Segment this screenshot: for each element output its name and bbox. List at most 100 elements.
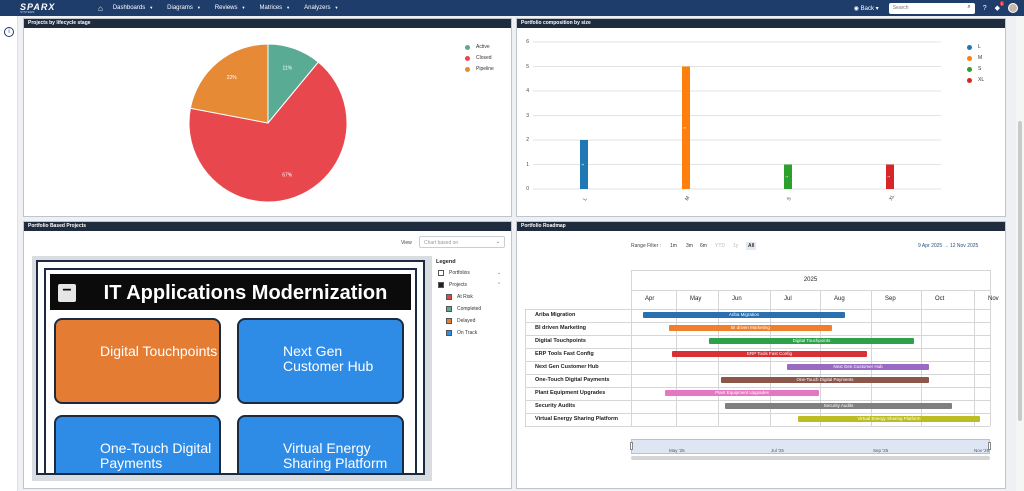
range-button-ytd[interactable]: YTD xyxy=(715,243,725,249)
gantt-bar[interactable]: One-Touch Digital Payments xyxy=(721,377,929,383)
gantt-month-label: Nov xyxy=(988,296,999,302)
project-tile[interactable]: Virtual Energy Sharing Platform xyxy=(237,415,404,473)
gantt-bar[interactable]: ERP Tools Fast Config xyxy=(672,351,867,357)
pie-slice-pipeline[interactable] xyxy=(189,43,269,124)
nav-reviews[interactable]: Reviews ▼ xyxy=(214,5,246,11)
view-label: View xyxy=(401,240,412,246)
help-icon[interactable]: ? xyxy=(982,4,987,12)
project-tile[interactable]: Next Gen Customer Hub xyxy=(237,318,404,404)
legend-label: S xyxy=(978,66,982,72)
composition-bar-chart: 2 5 1 1 xyxy=(533,41,941,190)
nav-diagrams[interactable]: Diagrams ▼ xyxy=(167,5,201,11)
legend-item[interactable]: XL xyxy=(967,77,984,83)
navigator-left-handle[interactable] xyxy=(630,442,633,450)
range-button-3m[interactable]: 3m xyxy=(686,243,693,249)
navigator-right-handle[interactable] xyxy=(988,442,991,450)
diagram-legend-item[interactable]: On Track xyxy=(446,330,477,336)
nav-dashboards[interactable]: Dashboards ▼ xyxy=(112,5,154,11)
diagram-legend-item[interactable]: At Risk xyxy=(446,294,473,300)
home-icon[interactable]: ⌂ xyxy=(98,3,103,13)
legend-swatch xyxy=(438,282,444,288)
legend-label: Active xyxy=(476,44,490,50)
caret-down-icon: ▼ xyxy=(286,5,291,10)
expand-chevron-icon[interactable]: ⌃ xyxy=(497,282,502,288)
gantt-bar[interactable]: Virtual Energy Sharing Platform xyxy=(798,416,980,422)
legend-marker xyxy=(465,44,470,50)
scrollbar-thumb[interactable] xyxy=(1018,121,1022,421)
projects-panel: Portfolio Based Projects View Chart base… xyxy=(23,221,512,489)
range-button-all[interactable]: All xyxy=(746,242,757,250)
pie-slice-closed[interactable] xyxy=(188,61,348,203)
legend-marker xyxy=(967,44,972,50)
legend-label: XL xyxy=(978,77,985,83)
gantt-grid-line xyxy=(525,322,990,323)
project-tile[interactable]: One-Touch Digital Payments xyxy=(54,415,221,473)
diagram-legend-item[interactable]: Portfolios ⌄ xyxy=(438,270,501,276)
gantt-bar[interactable]: Security Audits xyxy=(725,403,952,409)
back-button[interactable]: ◉ Back ▾ xyxy=(853,5,879,12)
legend-item[interactable]: L xyxy=(967,44,981,50)
diagram-legend-item[interactable]: Completed xyxy=(446,306,481,312)
gantt-month-label: Apr xyxy=(645,296,655,302)
y-tick-label: 0 xyxy=(526,186,529,192)
range-button-6m[interactable]: 6m xyxy=(700,243,707,249)
gantt-month-label: Aug xyxy=(834,296,845,302)
search-icon[interactable]: ⌕ xyxy=(967,3,971,10)
avatar[interactable] xyxy=(1008,3,1018,13)
bar-grid xyxy=(533,41,941,190)
nav-analyzers[interactable]: Analyzers ▼ xyxy=(304,5,339,11)
y-tick-label: 1 xyxy=(526,161,529,168)
gantt-grid-line xyxy=(921,290,922,426)
info-icon[interactable]: i xyxy=(4,27,14,37)
collapse-toggle-icon[interactable]: − xyxy=(58,283,76,302)
gantt-bar[interactable]: Next Gen Customer Hub xyxy=(787,364,929,370)
legend-swatch xyxy=(446,294,452,300)
gantt-grid-line xyxy=(820,290,821,426)
bar-value-label: 2 xyxy=(581,163,585,165)
legend-label: At Risk xyxy=(457,294,473,300)
bar-l[interactable] xyxy=(580,140,588,189)
legend-item[interactable]: Pipeline xyxy=(465,66,494,72)
chart-based-on-select[interactable]: Chart based on ⌄ xyxy=(419,236,505,248)
lifecycle-pie-chart: 11% 67% 22% xyxy=(188,43,348,203)
gantt-bar[interactable]: Digital Touchpoints xyxy=(709,338,914,344)
y-tick-label: 5 xyxy=(526,63,529,70)
gantt-grid-line xyxy=(770,290,771,426)
legend-item[interactable]: M xyxy=(967,55,982,61)
gantt-grid-line xyxy=(871,290,872,426)
gantt-grid-line xyxy=(525,413,990,414)
back-icon: ◉ xyxy=(853,5,861,12)
nav-matrices[interactable]: Matrices ▼ xyxy=(259,5,291,11)
legend-item[interactable]: Closed xyxy=(465,55,492,61)
diagram-canvas[interactable]: − IT Applications Modernization Digital … xyxy=(32,256,432,481)
sparx-logo[interactable]: SPARX SYSTEMS xyxy=(20,2,56,14)
gantt-bar[interactable]: Ariba Migration xyxy=(643,312,845,318)
diagram-legend-item[interactable]: Delayed xyxy=(446,318,475,324)
composition-panel: Portfolio composition by size 2 5 1 1 0 1 2 3 4… xyxy=(516,18,1006,217)
gantt-month-label: Oct xyxy=(935,296,945,302)
gantt-month-label: Jun xyxy=(732,296,742,302)
roadmap-panel: Portfolio Roadmap Range Filter : 1m 3m 6m Y… xyxy=(516,221,1006,489)
range-button-1m[interactable]: 1m xyxy=(670,243,677,249)
legend-item[interactable]: S xyxy=(967,66,981,72)
gantt-grid-line xyxy=(525,309,990,310)
legend-item[interactable]: Active xyxy=(465,44,490,50)
diagram-header: − IT Applications Modernization xyxy=(50,274,411,310)
bar-m[interactable] xyxy=(682,66,690,190)
bar-xl[interactable] xyxy=(886,164,894,190)
gantt-grid-line xyxy=(525,374,990,375)
search-input[interactable]: Search ⌕ xyxy=(888,2,975,14)
pie-slice-label: 67% xyxy=(282,173,293,179)
gantt-bar[interactable]: BI driven Marketing xyxy=(669,325,832,331)
legend-label: Completed xyxy=(457,306,482,312)
page-scrollbar[interactable] xyxy=(1016,16,1024,491)
project-tile[interactable]: Digital Touchpoints xyxy=(54,318,221,404)
range-button-1y[interactable]: 1y xyxy=(733,243,739,249)
caret-down-icon: ▼ xyxy=(149,5,154,10)
diagram-legend-item[interactable]: Projects ⌃ xyxy=(438,282,501,288)
notifications-bell-icon[interactable]: ◆ 1 xyxy=(994,1,1004,12)
gantt-bar[interactable]: Plant Equipment Upgrades xyxy=(665,390,819,396)
expand-chevron-icon[interactable]: ⌄ xyxy=(497,270,502,276)
navigator-scrollbar[interactable] xyxy=(631,456,990,460)
bar-s[interactable] xyxy=(784,164,792,190)
